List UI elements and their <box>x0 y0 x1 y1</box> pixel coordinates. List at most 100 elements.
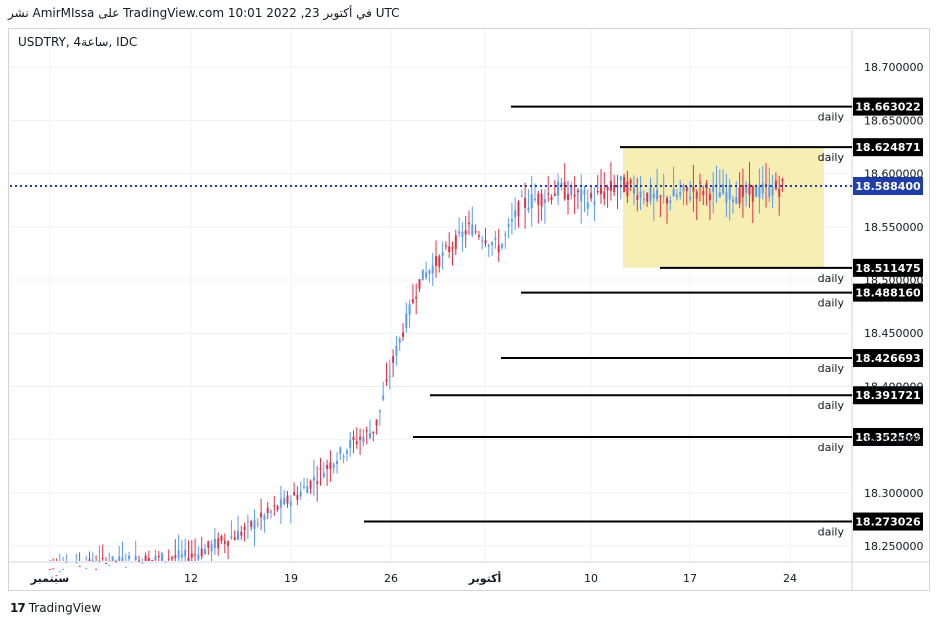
candle-body <box>276 506 279 510</box>
candle <box>510 202 513 235</box>
candle-body <box>738 187 741 204</box>
candle-body <box>114 561 117 563</box>
level-line-group: daily 18.624871 <box>620 138 923 164</box>
candle <box>177 534 180 561</box>
candle <box>161 551 164 561</box>
candle-body <box>471 224 474 236</box>
candle-body <box>425 272 428 278</box>
candle-body <box>296 495 299 500</box>
candle-body <box>600 187 602 195</box>
level-tag: daily <box>818 526 845 539</box>
candle <box>345 448 348 462</box>
candle <box>626 170 629 204</box>
candle <box>85 555 88 569</box>
candle <box>286 491 289 508</box>
candle-body <box>672 188 675 197</box>
candle-body <box>217 538 220 549</box>
candle-body <box>382 395 385 400</box>
candle-body <box>682 185 685 192</box>
candle-body <box>329 462 332 470</box>
level-price-badge <box>853 97 923 116</box>
candle <box>639 176 642 210</box>
candle-body <box>227 541 230 546</box>
level-price-badge <box>853 427 923 446</box>
candle-body <box>563 182 566 200</box>
candle-body <box>771 187 774 196</box>
candle-body <box>339 447 342 454</box>
candle <box>524 182 527 229</box>
candle-body <box>187 557 190 561</box>
chart-panel[interactable] <box>8 28 930 591</box>
candle-body <box>613 185 616 193</box>
candle-body <box>758 186 761 198</box>
candle <box>319 457 322 486</box>
candle <box>751 185 754 224</box>
candle <box>227 540 230 560</box>
x-tick-label: 12 <box>184 572 198 585</box>
candle <box>233 530 236 541</box>
candle <box>164 560 167 563</box>
candle <box>78 552 81 567</box>
candle-body <box>250 521 253 528</box>
candle <box>642 190 645 205</box>
candle <box>550 194 553 205</box>
candle <box>659 194 662 218</box>
candle-body <box>200 548 203 557</box>
candle <box>738 172 741 209</box>
candle-body <box>458 231 461 234</box>
candle <box>623 173 626 193</box>
candle-body <box>355 441 358 445</box>
candle-body <box>487 245 490 247</box>
candle-body <box>639 191 642 198</box>
candle-body <box>781 179 784 182</box>
candle <box>573 176 576 214</box>
candle <box>646 192 649 207</box>
candle <box>471 206 474 238</box>
candle <box>741 168 744 218</box>
candle-body <box>748 183 751 195</box>
candle-body <box>299 491 302 497</box>
level-line-group: daily 18.352509 <box>413 427 923 454</box>
candle <box>48 560 51 570</box>
candle <box>124 554 127 568</box>
level-line-group: daily 18.426693 <box>501 349 923 375</box>
candle-body <box>190 553 193 558</box>
candle-body <box>540 193 543 207</box>
candle-body <box>352 436 355 441</box>
candle-body <box>623 176 626 193</box>
candle <box>732 195 734 214</box>
candle-body <box>656 189 659 200</box>
candle <box>187 540 190 561</box>
candle <box>501 242 503 250</box>
candle-body <box>273 505 276 507</box>
candle-body <box>474 231 477 233</box>
candle <box>530 175 533 227</box>
candle-body <box>204 549 206 555</box>
candle <box>362 428 365 447</box>
candle-body <box>590 192 593 199</box>
candle-body <box>256 523 259 525</box>
candle-body <box>415 296 418 299</box>
candle <box>689 180 692 202</box>
candle-body <box>180 554 183 558</box>
candle <box>699 173 701 202</box>
y-tick-label: 18.250000 <box>864 540 924 553</box>
candle-body <box>745 187 748 194</box>
candle <box>583 185 586 213</box>
candle <box>349 431 352 457</box>
tradingview-footer[interactable]: 17 TradingView <box>10 601 101 615</box>
candle <box>586 189 589 217</box>
last-price-badge <box>853 176 923 195</box>
candle-body <box>534 198 536 201</box>
symbol-label[interactable]: USDTRY, 4ساعة, IDC <box>18 35 138 49</box>
candle-body <box>573 194 576 197</box>
candle <box>75 553 78 564</box>
candle-body <box>428 270 431 274</box>
candle-body <box>316 481 319 484</box>
candle <box>576 188 579 210</box>
candle-body <box>537 193 540 205</box>
brand-label: TradingView <box>28 601 102 615</box>
candle-body <box>464 230 467 235</box>
candle-body <box>626 181 629 197</box>
